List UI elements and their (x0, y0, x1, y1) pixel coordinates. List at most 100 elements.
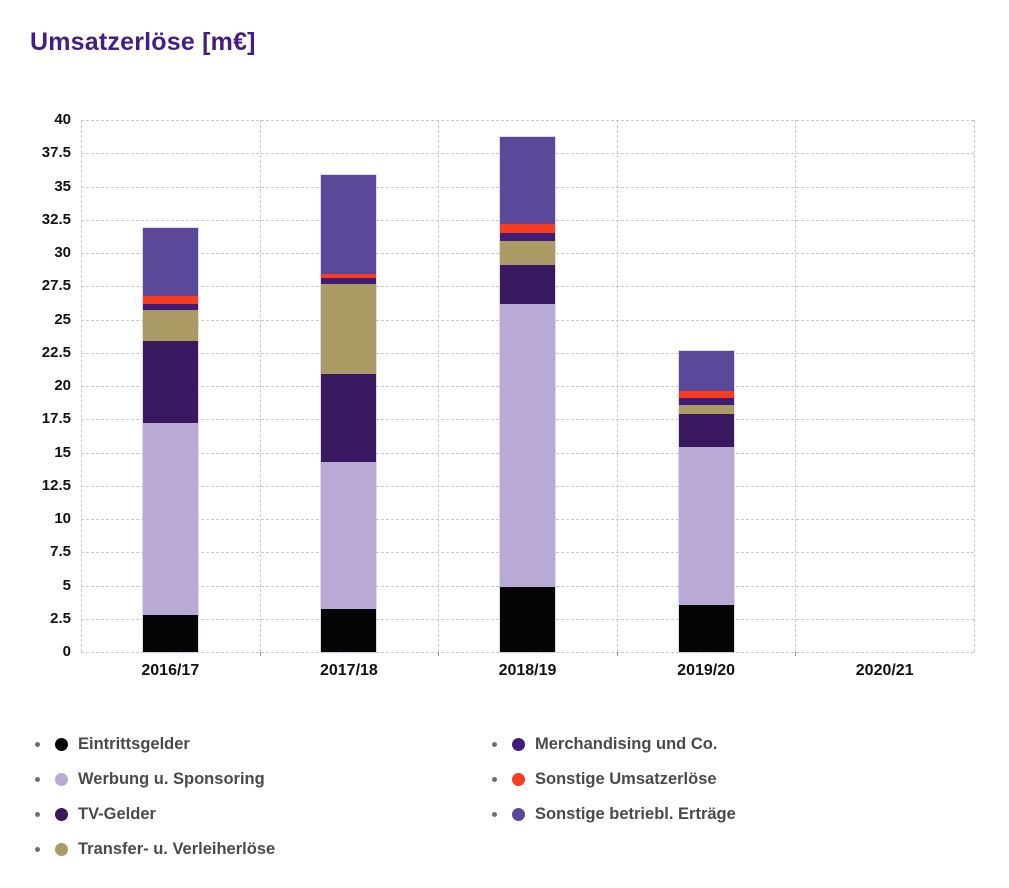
x-axis-tick-mark (259, 652, 261, 656)
bar-segment-sonstige-betriebl-ertr-ge (500, 137, 555, 224)
bar-segment-sonstige-betriebl-ertr-ge (321, 174, 377, 275)
legend-item-werbung-u-sponsoring: Werbung u. Sponsoring (35, 768, 275, 790)
legend-label: Eintrittsgelder (78, 734, 190, 753)
x-axis-tick-mark (438, 652, 440, 656)
y-tick-label: 0 (62, 643, 71, 660)
vertical-gridline (616, 120, 618, 652)
legend-color-dot (55, 772, 68, 786)
legend-item-eintrittsgelder: Eintrittsgelder (35, 733, 275, 755)
bar-segment-eintrittsgelder (142, 614, 198, 652)
bullet-icon (35, 776, 40, 782)
bar-segment-merchandising-und-co (500, 233, 555, 242)
legend-label: Werbung u. Sponsoring (78, 769, 265, 788)
y-tick-label: 30 (54, 244, 71, 261)
bar-segment-transfer-u-verleiherl-se (321, 283, 377, 375)
bar-segment-sonstige-umsatzerl-se (142, 295, 198, 304)
legend-column-right: Merchandising und Co. Sonstige Umsatzerlö… (492, 733, 736, 825)
legend-label: Sonstige betriebl. Erträge (535, 804, 736, 823)
bar-segment-transfer-u-verleiherl-se (142, 310, 198, 341)
vertical-gridline (438, 120, 440, 652)
bar-segment-merchandising-und-co (678, 398, 734, 405)
bar-2017-18 (320, 173, 378, 654)
bar-segment-sonstige-betriebl-ertr-ge (142, 227, 198, 296)
y-tick-label: 20 (54, 377, 71, 394)
bar-segment-tv-gelder (142, 340, 198, 424)
bullet-icon (35, 811, 40, 817)
y-tick-label: 40 (54, 111, 71, 128)
y-tick-label: 27.5 (41, 277, 71, 295)
bar-segment-transfer-u-verleiherl-se (500, 241, 555, 265)
y-tick-label: 15 (54, 443, 71, 461)
bar-segment-merchandising-und-co (142, 303, 198, 311)
y-tick-label: 5 (62, 576, 71, 594)
bar-2018-19 (499, 136, 556, 653)
bar-segment-tv-gelder (500, 265, 555, 304)
bar-segment-eintrittsgelder (500, 586, 555, 652)
horizontal-gridline (81, 652, 974, 653)
bar-segment-tv-gelder (678, 413, 734, 448)
y-tick-label: 7.5 (50, 543, 71, 561)
bullet-icon (492, 741, 497, 747)
y-tick-label: 2.5 (50, 609, 71, 627)
y-tick-label: 22.5 (41, 343, 71, 361)
horizontal-gridline (81, 120, 974, 121)
legend-label: Sonstige Umsatzerlöse (535, 769, 717, 788)
bar-segment-sonstige-umsatzerl-se (678, 391, 734, 398)
x-axis-tick-mark (795, 652, 797, 656)
bar-segment-sonstige-betriebl-ertr-ge (678, 351, 734, 392)
legend-color-dot (512, 772, 525, 786)
bar-segment-werbung-u-sponsoring (678, 447, 734, 606)
bar-segment-eintrittsgelder (678, 605, 734, 652)
legend-color-dot (55, 737, 68, 751)
y-tick-label: 17.5 (41, 410, 71, 428)
bar-segment-transfer-u-verleiherl-se (678, 404, 734, 414)
y-tick-label: 37.5 (41, 144, 71, 162)
x-axis-tick-mark (616, 652, 618, 656)
vertical-gridline (974, 120, 975, 652)
legend-item-sonstige-umsatzerl-se: Sonstige Umsatzerlöse (492, 768, 736, 790)
legend-item-tv-gelder: TV-Gelder (35, 803, 275, 825)
bar-segment-sonstige-umsatzerl-se (500, 223, 555, 234)
bullet-icon (35, 741, 40, 747)
bar-segment-werbung-u-sponsoring (142, 423, 198, 615)
x-tick-label: 2019/20 (677, 662, 736, 679)
legend-item-sonstige-betriebl-ertr-ge: Sonstige betriebl. Erträge (492, 803, 736, 825)
bullet-icon (492, 811, 497, 817)
page-title: Umsatzerlöse [m€] (30, 28, 256, 56)
y-tick-label: 10 (54, 510, 71, 527)
y-tick-label: 12.5 (41, 476, 71, 494)
legend-item-transfer-u-verleiherl-se: Transfer- u. Verleiherlöse (35, 838, 275, 860)
x-tick-label: 2017/18 (319, 662, 378, 679)
bullet-icon (35, 846, 40, 852)
bar-2016-17 (141, 226, 199, 654)
bar-2019-20 (677, 350, 735, 653)
vertical-gridline (81, 120, 82, 652)
legend-color-dot (512, 807, 525, 821)
y-tick-label: 32.5 (41, 210, 71, 228)
legend-color-dot (55, 807, 68, 821)
bar-segment-sonstige-umsatzerl-se (321, 274, 377, 279)
bar-segment-werbung-u-sponsoring (500, 303, 555, 587)
bar-segment-eintrittsgelder (321, 609, 377, 652)
bar-segment-werbung-u-sponsoring (321, 461, 377, 610)
legend-column-left: Eintrittsgelder Werbung u. Sponsoring TV-G… (35, 733, 275, 860)
y-tick-label: 35 (54, 177, 71, 195)
x-tick-label: 2020/21 (855, 662, 914, 679)
bullet-icon (492, 776, 497, 782)
x-tick-label: 2016/17 (141, 662, 200, 679)
stacked-bar-chart: 0 2.5 5 7.5 10 12.5 15 17.5 20 22.5 25 27.5 30 32.5 35… (41, 111, 975, 679)
bar-segment-tv-gelder (321, 374, 377, 462)
plot-area (81, 120, 975, 656)
vertical-gridline (795, 120, 797, 652)
bar-segment-merchandising-und-co (321, 278, 377, 284)
legend-color-dot (55, 842, 68, 856)
y-tick-label: 25 (54, 310, 71, 328)
legend-label: Merchandising und Co. (535, 734, 718, 753)
legend-item-merchandising-und-co: Merchandising und Co. (492, 733, 736, 755)
legend-label: Transfer- u. Verleiherlöse (78, 839, 276, 858)
legend-label: TV-Gelder (78, 804, 156, 823)
legend-color-dot (512, 737, 525, 751)
vertical-gridline (259, 120, 261, 652)
x-tick-label: 2018/19 (498, 662, 557, 679)
